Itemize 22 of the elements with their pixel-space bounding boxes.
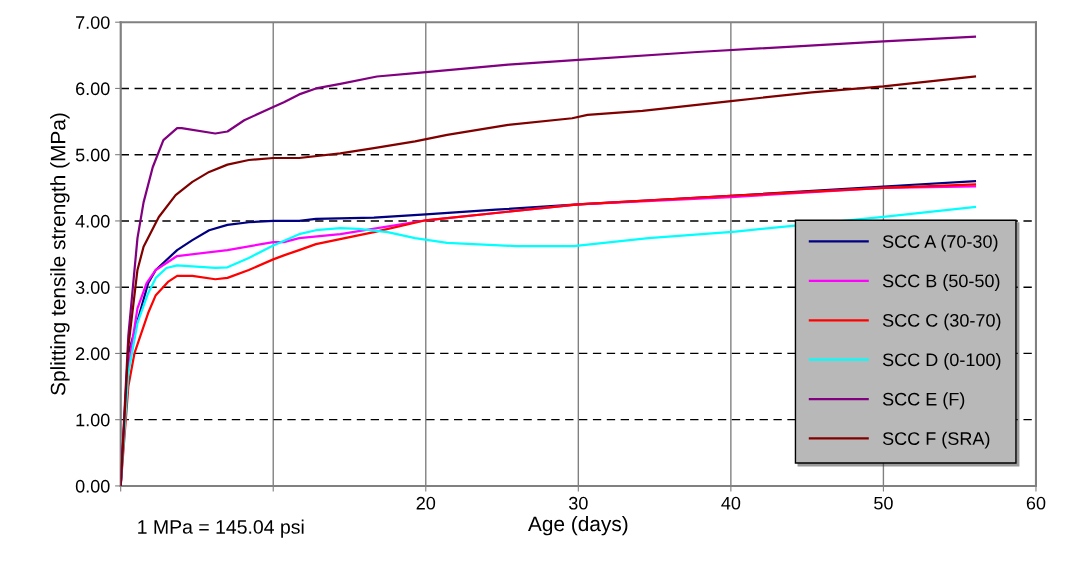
y-tick-label: 1.00	[76, 413, 110, 427]
x-tick-label: 50	[874, 496, 893, 510]
y-axis-title: Splitting tensile strength (MPa)	[50, 113, 70, 395]
legend-label: SCC C (30-70)	[882, 313, 1001, 331]
legend-label: SCC E (F)	[882, 392, 965, 410]
legend-label: SCC A (70-30)	[882, 234, 998, 252]
y-tick-label: 0.00	[75, 479, 110, 493]
y-tick-label: 7.00	[76, 16, 110, 29]
legend-label: SCC F (SRA)	[882, 431, 990, 449]
y-tick-label: 2.00	[76, 347, 110, 361]
y-tick-label: 4.00	[75, 214, 110, 228]
x-tick-label: 20	[416, 496, 436, 510]
x-tick-label: 40	[721, 496, 741, 510]
y-tick-label: 5.00	[75, 148, 110, 162]
text: 1 MPa = 145.04 psi	[138, 519, 304, 538]
legend-label: SCC B (50-50)	[882, 274, 1000, 291]
x-tick-label: 30	[568, 496, 588, 510]
x-axis-title: Age (days)	[528, 515, 628, 536]
legend-label: SCC D (0-100)	[882, 352, 1001, 370]
y-tick-label: 6.00	[76, 82, 110, 96]
x-tick-label: 60	[1026, 496, 1046, 510]
y-tick-label: 3.00	[75, 281, 110, 294]
